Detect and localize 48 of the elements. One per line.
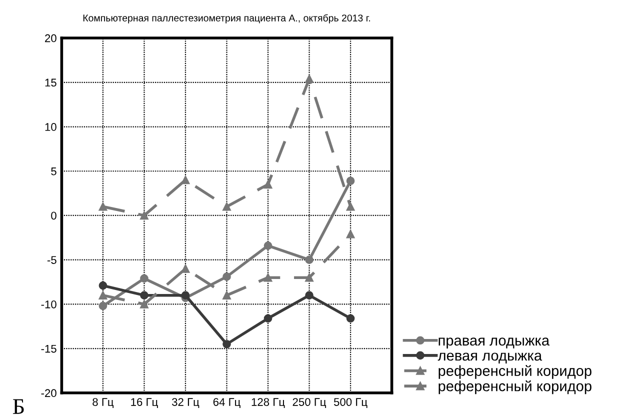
point: [305, 273, 314, 282]
point: [140, 211, 148, 220]
x-tick-label: 250 Гц: [292, 398, 326, 408]
point: [140, 291, 148, 300]
point: [264, 314, 272, 323]
point: [222, 272, 231, 281]
y-tick-label: -5: [47, 256, 56, 264]
y-tick-label: -20: [41, 389, 56, 398]
y-tick-label: 5: [51, 168, 56, 176]
x-tick-label: 128 Гц: [252, 398, 285, 408]
point: [98, 281, 108, 290]
point: [222, 202, 231, 211]
point: [181, 291, 190, 300]
x-tick-label: 500 Гц: [334, 398, 368, 408]
x-tick-label: 16 Гц: [131, 398, 158, 408]
point: [305, 256, 314, 264]
point: [98, 202, 108, 211]
text: Б: [12, 399, 24, 414]
point: [140, 274, 148, 283]
point: [346, 202, 355, 211]
point: [346, 314, 355, 323]
point: [181, 264, 190, 273]
point: [305, 74, 314, 84]
point: [222, 291, 231, 300]
legend-label: референсный коридор: [438, 380, 592, 394]
y-tick-label: 15: [45, 78, 56, 87]
point: [264, 273, 272, 282]
legend-label: правая лодыжка: [438, 338, 550, 349]
point: [346, 176, 355, 186]
y-tick-label: 10: [45, 123, 56, 131]
point: [264, 180, 272, 189]
point: [98, 291, 108, 300]
x-tick-label: 32 Гц: [172, 398, 200, 408]
point: [140, 300, 148, 308]
legend-label: левая лодыжка: [438, 352, 542, 364]
legend-label: референсный коридор: [438, 365, 592, 379]
point: [305, 291, 314, 300]
y-tick-label: 20: [45, 34, 56, 42]
chart-title: Компьютерная паллестезиометрия пациента А., октябрь 2013 г.: [83, 14, 370, 24]
y-tick-label: 0: [51, 212, 56, 220]
point: [264, 241, 272, 250]
y-tick-label: -15: [41, 344, 56, 353]
point: [346, 230, 355, 238]
y-tick-label: -10: [41, 300, 56, 308]
point: [222, 340, 231, 348]
x-tick-label: 8 Гц: [92, 398, 114, 408]
point: [98, 302, 108, 310]
x-tick-label: 64 Гц: [213, 398, 240, 408]
